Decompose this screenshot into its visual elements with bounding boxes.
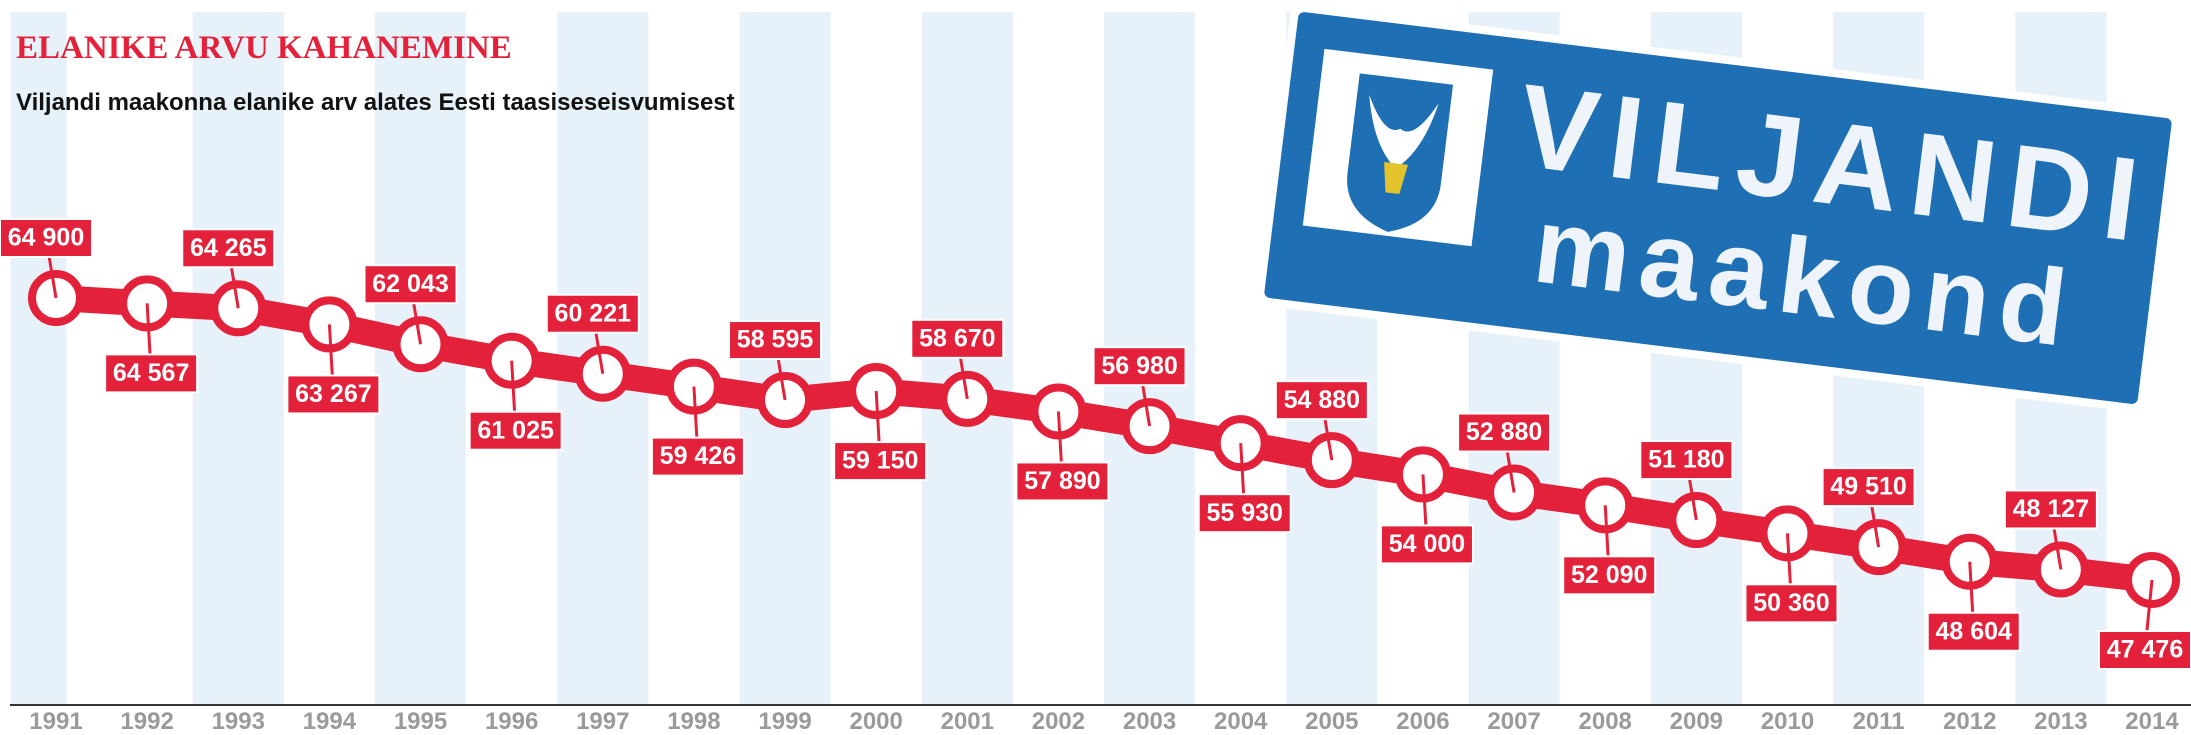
value-label: 56 980 <box>1101 352 1177 380</box>
x-tick-label: 2009 <box>1670 708 1723 735</box>
x-tick-label: 2008 <box>1579 708 1632 735</box>
x-tick-label: 1994 <box>303 708 357 735</box>
x-tick-label: 2010 <box>1761 708 1814 735</box>
x-tick-label: 1991 <box>29 708 82 735</box>
x-tick-label: 1995 <box>394 708 447 735</box>
x-tick-label: 2013 <box>2034 708 2087 735</box>
value-label: 49 510 <box>1830 473 1906 501</box>
value-label: 48 127 <box>2013 495 2089 523</box>
x-tick-label: 2000 <box>849 708 902 735</box>
value-label: 48 604 <box>1936 617 2013 645</box>
x-tick-label: 2012 <box>1943 708 1996 735</box>
value-label: 58 670 <box>919 324 995 352</box>
x-tick-label: 2004 <box>1214 708 1268 735</box>
x-tick-label: 2005 <box>1305 708 1358 735</box>
value-label: 64 265 <box>190 234 267 262</box>
value-label: 64 900 <box>8 224 84 252</box>
value-label: 61 025 <box>477 416 554 444</box>
x-tick-label: 1993 <box>212 708 265 735</box>
x-tick-label: 1996 <box>485 708 538 735</box>
value-label: 59 150 <box>842 447 918 475</box>
chart-title: ELANIKE ARVU KAHANEMINE <box>16 30 512 66</box>
x-tick-label: 1997 <box>576 708 629 735</box>
value-label: 52 880 <box>1466 418 1542 446</box>
value-label: 57 890 <box>1024 467 1100 495</box>
x-tick-label: 2003 <box>1123 708 1176 735</box>
x-tick-label: 1998 <box>667 708 720 735</box>
value-label: 63 267 <box>295 380 371 408</box>
value-label: 54 880 <box>1284 386 1360 414</box>
value-label: 55 930 <box>1206 499 1282 527</box>
x-tick-label: 2001 <box>941 708 994 735</box>
x-tick-label: 2002 <box>1032 708 1085 735</box>
chart: ELANIKE ARVU KAHANEMINE Viljandi maakonn… <box>0 0 2191 735</box>
x-tick-label: 1992 <box>120 708 173 735</box>
value-label: 51 180 <box>1648 446 1724 474</box>
chart-subtitle: Viljandi maakonna elanike arv alates Ees… <box>16 89 735 116</box>
x-tick-label: 2007 <box>1487 708 1540 735</box>
x-tick-label: 2011 <box>1853 708 1905 735</box>
value-label: 50 360 <box>1753 589 1829 617</box>
x-tick-label: 1999 <box>758 708 811 735</box>
x-tick-label: 2006 <box>1396 708 1449 735</box>
value-label: 52 090 <box>1571 561 1647 589</box>
x-tick-label: 2014 <box>2125 708 2179 735</box>
value-label: 62 043 <box>372 270 448 298</box>
value-label: 64 567 <box>113 359 189 387</box>
value-label: 54 000 <box>1389 530 1465 558</box>
value-label: 60 221 <box>555 299 632 327</box>
value-label: 59 426 <box>660 442 736 470</box>
value-label: 47 476 <box>2107 636 2183 664</box>
value-label: 58 595 <box>737 326 814 354</box>
